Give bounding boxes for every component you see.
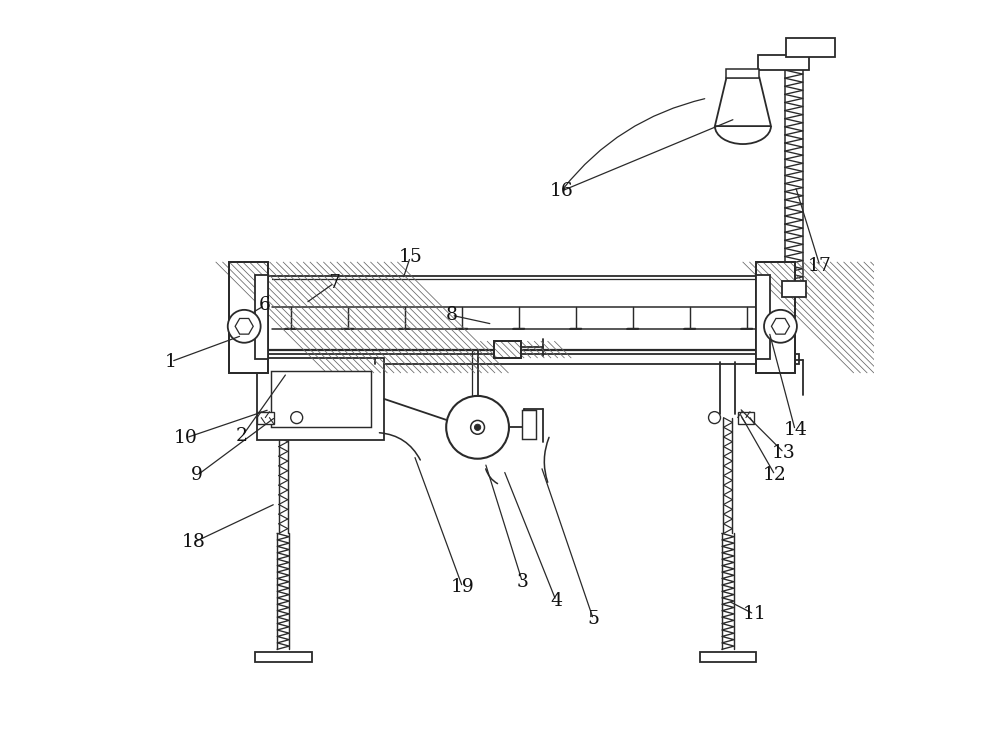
Polygon shape [771, 319, 790, 334]
Text: 1: 1 [165, 352, 177, 370]
Text: 13: 13 [772, 444, 796, 462]
Polygon shape [715, 78, 771, 126]
Circle shape [471, 420, 484, 434]
Bar [229, 262, 268, 373]
Bar [522, 410, 536, 438]
Text: 3: 3 [516, 573, 528, 591]
Circle shape [709, 412, 720, 424]
Circle shape [474, 424, 481, 431]
Text: 15: 15 [398, 248, 422, 266]
Bar [229, 262, 268, 373]
Bar [255, 276, 268, 359]
Bar [756, 262, 795, 373]
Text: 12: 12 [763, 466, 787, 484]
Bar [242, 276, 795, 350]
Text: 7: 7 [328, 274, 340, 292]
Text: 2: 2 [236, 427, 248, 445]
Bar [786, 38, 835, 56]
Text: 18: 18 [182, 533, 205, 551]
Bar [758, 55, 809, 70]
Circle shape [764, 309, 797, 343]
Bar [257, 412, 274, 424]
Text: 5: 5 [587, 611, 599, 629]
Text: 11: 11 [742, 605, 766, 623]
Bar [756, 276, 770, 359]
Text: 4: 4 [550, 592, 562, 610]
Text: 10: 10 [174, 428, 198, 447]
Circle shape [446, 396, 509, 459]
Text: 14: 14 [783, 422, 807, 439]
Bar [756, 262, 795, 373]
Bar [726, 69, 759, 78]
Text: 8: 8 [445, 306, 457, 325]
Circle shape [238, 320, 250, 333]
Bar [494, 341, 521, 358]
Polygon shape [235, 319, 253, 334]
Bar [255, 651, 312, 662]
Bar [257, 358, 384, 440]
Bar [271, 371, 371, 427]
Text: 19: 19 [451, 578, 475, 596]
Text: 16: 16 [549, 182, 573, 200]
Bar [738, 412, 754, 424]
Bar [782, 281, 806, 297]
Bar [494, 341, 521, 358]
Circle shape [291, 412, 303, 424]
Bar [238, 354, 799, 364]
Text: 17: 17 [808, 257, 832, 275]
Circle shape [774, 320, 787, 333]
Text: 6: 6 [259, 297, 270, 315]
Circle shape [228, 309, 261, 343]
Bar [700, 651, 756, 662]
Text: 9: 9 [191, 466, 203, 484]
